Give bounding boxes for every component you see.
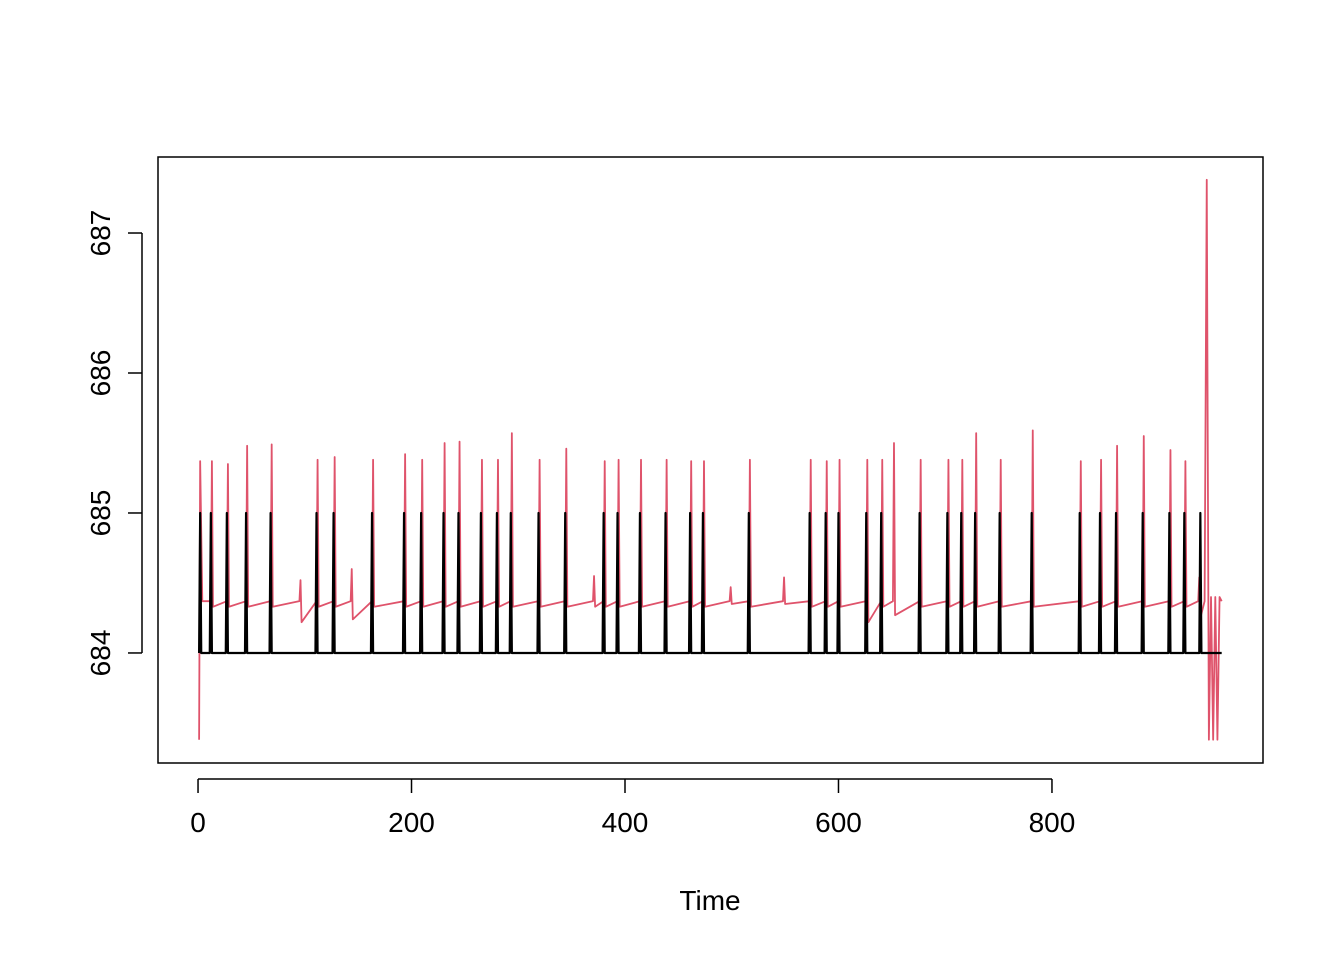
x-tick-label: 400 (602, 807, 649, 838)
x-axis-label: Time (679, 885, 740, 916)
y-tick-label: 685 (85, 490, 116, 537)
x-tick-label: 800 (1029, 807, 1076, 838)
plot-frame (157, 156, 1264, 764)
x-tick-label: 0 (190, 807, 206, 838)
y-tick-label: 686 (85, 350, 116, 397)
x-tick-label: 600 (815, 807, 862, 838)
series-line (198, 178, 1223, 741)
y-tick-label: 687 (85, 210, 116, 257)
series-line (198, 511, 1222, 655)
y-tick-label: 684 (85, 630, 116, 677)
x-tick-label: 200 (388, 807, 435, 838)
